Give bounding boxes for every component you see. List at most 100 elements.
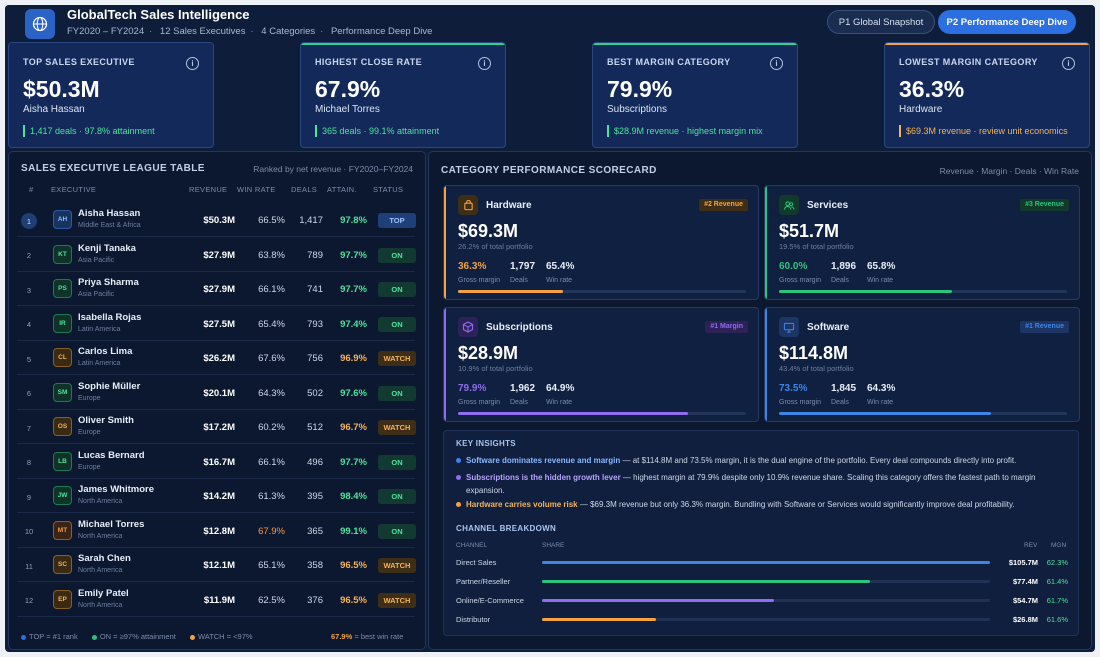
category-card-subscriptions[interactable]: Subscriptions #1 Margin $28.9M 10.9% of … xyxy=(443,307,759,422)
table-row[interactable]: 3 PS Priya Sharma Asia Pacific $27.9M 66… xyxy=(17,272,416,306)
table-row[interactable]: 4 IR Isabella Rojas Latin America $27.5M… xyxy=(17,307,416,341)
avatar: PS xyxy=(53,279,72,298)
executive-name: Sophie Müller xyxy=(78,380,141,392)
win-rate-cell: 67.9% xyxy=(258,525,285,537)
table-row[interactable]: 2 KT Kenji Tanaka Asia Pacific $27.9M 63… xyxy=(17,238,416,272)
info-icon[interactable]: i xyxy=(1062,57,1075,70)
attainment-cell: 98.4% xyxy=(340,491,367,502)
category-card-software[interactable]: Software #1 Revenue $114.8M 43.4% of tot… xyxy=(764,307,1080,422)
table-row[interactable]: 6 SM Sophie Müller Europe $20.1M 64.3% 5… xyxy=(17,376,416,410)
table-row[interactable]: 10 MT Michael Torres North America $12.8… xyxy=(17,514,416,548)
insights-box: KEY INSIGHTS Software dominates revenue … xyxy=(443,430,1079,636)
win-rate-cell: 66.1% xyxy=(258,456,285,468)
table-row[interactable]: 1 AH Aisha Hassan Middle East & Africa $… xyxy=(17,203,416,237)
kpi-accent xyxy=(9,43,213,45)
channel-col-rev: REV xyxy=(1024,542,1038,549)
info-icon[interactable]: i xyxy=(186,57,199,70)
table-row[interactable]: 11 SC Sarah Chen North America $12.1M 65… xyxy=(17,548,416,582)
channel-row[interactable]: Partner/Reseller $77.4M 61.4% xyxy=(456,575,1068,589)
revenue-cell: $20.1M xyxy=(203,387,235,399)
win-rate-cell: 65.4% xyxy=(258,318,285,330)
channel-row[interactable]: Online/E-Commerce $54.7M 61.7% xyxy=(456,594,1068,608)
meta-executives: 12 Sales Executives xyxy=(159,26,246,37)
category-card-hardware[interactable]: Hardware #2 Revenue $69.3M 26.2% of tota… xyxy=(443,185,759,300)
info-icon[interactable]: i xyxy=(478,57,491,70)
card-accent xyxy=(765,186,767,299)
channel-col-channel: CHANNEL xyxy=(456,542,488,549)
deals-value: 1,797 xyxy=(510,261,536,272)
table-row[interactable]: 9 JW James Whitmore North America $14.2M… xyxy=(17,479,416,513)
status-badge: ON xyxy=(378,523,416,539)
league-subtitle: Ranked by net revenue · FY2020–FY2024 xyxy=(253,164,413,174)
win-rate-cell: 66.5% xyxy=(258,215,285,226)
scorecard-panel: CATEGORY PERFORMANCE SCORECARD Revenue ·… xyxy=(428,151,1092,650)
dashboard: GlobalTech Sales Intelligence FY2020 – F… xyxy=(5,5,1095,652)
deals-cell: 365 xyxy=(307,525,323,537)
attainment-cell: 97.6% xyxy=(340,387,367,399)
rank: 1 xyxy=(21,213,37,229)
deals-cell: 741 xyxy=(307,284,323,295)
page-button-performance-deep-dive[interactable]: P2 Performance Deep Dive xyxy=(938,10,1076,34)
deals-value: 1,896 xyxy=(831,261,857,272)
globe-icon xyxy=(25,9,55,39)
executive-name: Emily Patel xyxy=(78,587,129,599)
kpi-note: $69.3M revenue · review unit economics xyxy=(899,125,1068,137)
legend-best-value: 67.9% xyxy=(331,632,353,641)
deals-cell: 512 xyxy=(307,422,323,433)
insight-body: — at $114.8M and 73.5% margin, it is the… xyxy=(620,456,1017,465)
channel-row[interactable]: Distributor $26.8M 61.6% xyxy=(456,613,1068,627)
deals-label: Deals xyxy=(510,277,528,284)
insight-item: Subscriptions is the hidden growth lever… xyxy=(456,471,1068,497)
category-card-services[interactable]: Services #3 Revenue $51.7M 19.5% of tota… xyxy=(764,185,1080,300)
table-row[interactable]: 5 CL Carlos Lima Latin America $26.2M 67… xyxy=(17,341,416,375)
deals-cell: 496 xyxy=(307,456,323,468)
revenue-cell: $16.7M xyxy=(203,456,235,468)
margin-bar-fill xyxy=(779,290,952,293)
channel-row[interactable]: Direct Sales $105.7M 62.3% xyxy=(456,556,1068,570)
rank-tag: #2 Revenue xyxy=(699,199,748,211)
status-badge: WATCH xyxy=(378,558,416,573)
executive-region: Latin America xyxy=(78,360,121,367)
executive-name: Michael Torres xyxy=(78,518,145,530)
table-row[interactable]: 7 OS Oliver Smith Europe $17.2M 60.2% 51… xyxy=(17,410,416,444)
avatar: SM xyxy=(53,382,72,402)
col-deals: DEALS xyxy=(291,185,318,194)
channel-share-fill xyxy=(542,580,870,583)
channel-revenue: $26.8M xyxy=(1012,615,1038,624)
win-rate-cell: 61.3% xyxy=(258,491,285,502)
channel-share-fill xyxy=(542,599,774,602)
executive-region: Asia Pacific xyxy=(78,291,115,298)
revenue-cell: $26.2M xyxy=(203,353,235,364)
box-icon xyxy=(458,317,478,337)
win-rate-cell: 62.5% xyxy=(258,594,285,606)
attainment-cell: 96.9% xyxy=(340,353,367,364)
win-rate-value: 65.8% xyxy=(867,261,896,272)
executive-region: Europe xyxy=(78,463,101,471)
executive-name: Isabella Rojas xyxy=(78,311,142,323)
channel-margin: 61.4% xyxy=(1046,577,1068,586)
avatar: LB xyxy=(53,451,72,471)
meta-page: Performance Deep Dive xyxy=(330,26,433,37)
rank-tag: #3 Revenue xyxy=(1020,199,1069,211)
info-icon[interactable]: i xyxy=(770,57,783,70)
page-button-global-snapshot[interactable]: P1 Global Snapshot xyxy=(827,10,935,34)
channel-col-mgn: MGN xyxy=(1051,542,1067,549)
revenue-cell: $12.8M xyxy=(203,525,235,537)
kpi-accent xyxy=(301,43,505,45)
channel-share-fill xyxy=(542,618,656,621)
executive-region: North America xyxy=(78,532,123,540)
win-rate-cell: 63.8% xyxy=(258,249,285,261)
legend-watch: WATCH = <97% xyxy=(197,632,253,641)
executive-region: Europe xyxy=(78,429,101,436)
category-revenue: $69.3M xyxy=(458,221,519,241)
executive-name: Oliver Smith xyxy=(78,415,134,426)
table-row[interactable]: 12 EP Emily Patel North America $11.9M 6… xyxy=(17,583,416,617)
deals-label: Deals xyxy=(831,399,849,406)
kpi-note: 1,417 deals · 97.8% attainment xyxy=(23,125,155,137)
table-row[interactable]: 8 LB Lucas Bernard Europe $16.7M 66.1% 4… xyxy=(17,445,416,479)
kpi-card-4: LOWEST MARGIN CATEGORY i 36.3% Hardware … xyxy=(884,42,1090,148)
kpi-card-2: HIGHEST CLOSE RATE i 67.9% Michael Torre… xyxy=(300,42,506,148)
attainment-cell: 96.5% xyxy=(340,560,367,571)
kpi-value: 36.3% xyxy=(899,76,965,102)
